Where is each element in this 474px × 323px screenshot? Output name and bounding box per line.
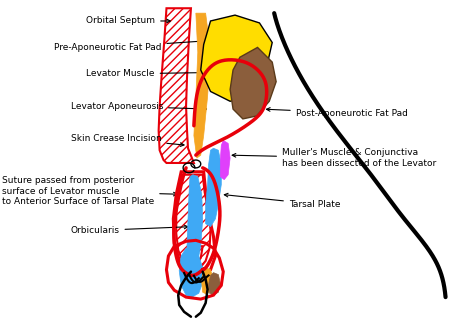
Text: Suture passed from posterior
surface of Levator muscle
to Anterior Surface of Ta: Suture passed from posterior surface of … — [2, 176, 177, 206]
Polygon shape — [159, 8, 194, 163]
Text: Skin Crease Incision: Skin Crease Incision — [71, 134, 184, 146]
Text: Tarsal Plate: Tarsal Plate — [224, 193, 340, 209]
Polygon shape — [201, 15, 272, 101]
Polygon shape — [230, 47, 276, 119]
Text: Pre-Aponeurotic Fat Pad: Pre-Aponeurotic Fat Pad — [54, 39, 207, 52]
Polygon shape — [206, 148, 221, 227]
Text: Post-Aponeurotic Fat Pad: Post-Aponeurotic Fat Pad — [266, 108, 408, 118]
Text: Levator Aponeurosis: Levator Aponeurosis — [71, 102, 207, 111]
Text: Orbicularis: Orbicularis — [71, 225, 188, 235]
Polygon shape — [179, 248, 203, 297]
Polygon shape — [209, 273, 220, 295]
Polygon shape — [194, 13, 210, 158]
Polygon shape — [220, 141, 230, 180]
Text: Orbital Septum: Orbital Septum — [86, 16, 170, 26]
Polygon shape — [176, 175, 210, 268]
Text: Muller's Muscle & Conjunctiva
has been dissected of the Levator: Muller's Muscle & Conjunctiva has been d… — [232, 148, 436, 168]
Text: Levator Muscle: Levator Muscle — [86, 69, 249, 78]
Polygon shape — [202, 268, 213, 294]
Polygon shape — [187, 175, 203, 266]
